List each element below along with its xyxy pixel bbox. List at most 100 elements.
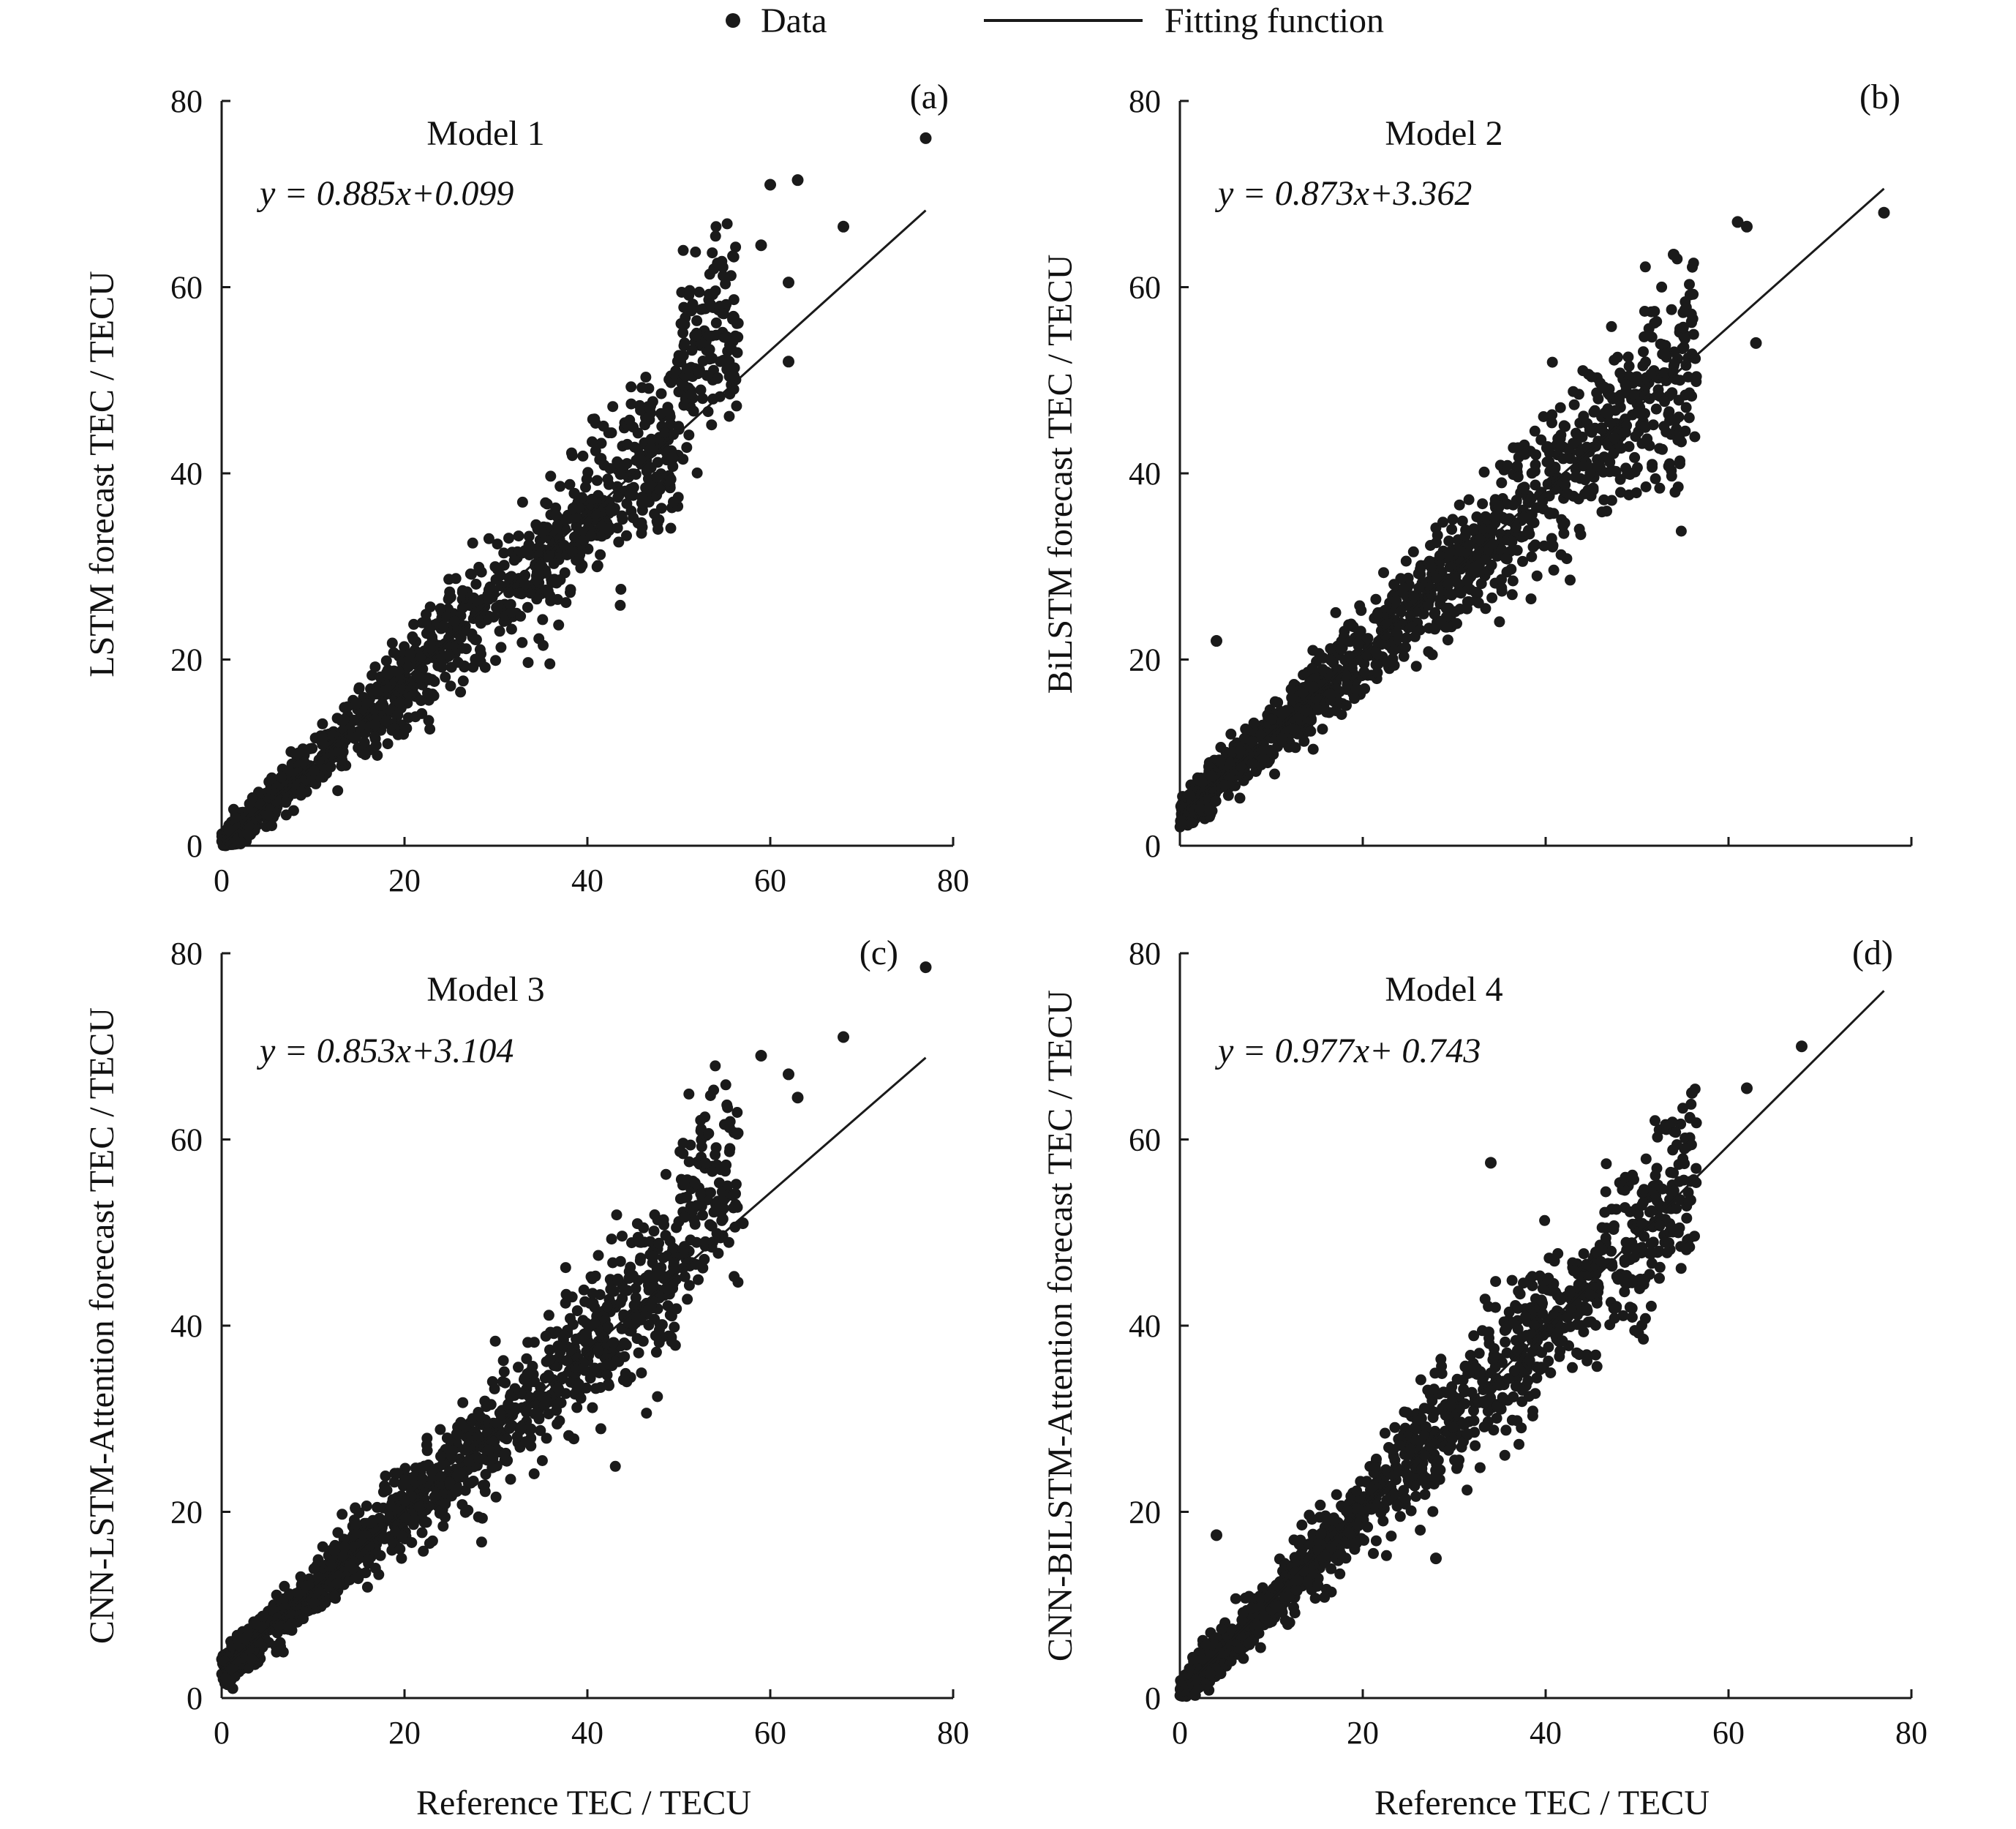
data-point: [1447, 514, 1459, 525]
data-point: [308, 765, 320, 777]
data-point: [1391, 595, 1402, 606]
data-point: [1478, 466, 1490, 478]
data-point: [1588, 406, 1600, 418]
data-point: [339, 702, 350, 713]
y-tick-label: 80: [170, 83, 203, 119]
data-point: [1400, 633, 1412, 645]
data-point: [362, 1553, 374, 1565]
data-point: [1542, 441, 1554, 452]
data-point: [669, 1321, 680, 1333]
data-point: [1306, 662, 1318, 674]
data-point: [1557, 453, 1569, 465]
y-tick-label: 60: [1129, 1122, 1161, 1158]
data-point: [644, 402, 655, 414]
data-point: [717, 308, 729, 319]
data-point: [1455, 587, 1467, 599]
data-point: [1388, 645, 1399, 656]
data-point: [1573, 493, 1584, 505]
data-point: [437, 620, 449, 632]
data-point: [552, 1340, 564, 1352]
panel-tag: (c): [860, 934, 898, 972]
data-point: [578, 1333, 590, 1345]
data-point: [1211, 635, 1222, 647]
data-point: [1307, 743, 1319, 755]
data-point: [685, 388, 697, 400]
data-point: [274, 1637, 286, 1648]
fit-line: [220, 209, 927, 846]
data-point: [1516, 482, 1528, 494]
data-point: [655, 388, 667, 399]
data-point: [1415, 1374, 1426, 1386]
data-point: [350, 1503, 361, 1514]
data-point: [1472, 597, 1484, 609]
data-point: [380, 655, 392, 666]
data-point: [666, 1336, 677, 1348]
data-point: [230, 812, 241, 823]
data-point: [1276, 732, 1287, 744]
data-point: [1565, 574, 1576, 586]
data-point: [712, 372, 723, 383]
data-point: [1234, 792, 1246, 804]
data-point: [1606, 320, 1617, 332]
data-point: [1459, 1360, 1471, 1372]
data-point: [715, 356, 726, 367]
data-point: [645, 433, 657, 445]
data-point: [223, 825, 235, 836]
data-point: [1410, 661, 1422, 672]
data-point: [536, 1455, 548, 1466]
data-point: [1638, 346, 1649, 358]
data-point: [513, 530, 524, 542]
data-point: [732, 1277, 744, 1288]
data-point: [422, 687, 433, 699]
data-point: [1418, 608, 1429, 620]
data-point: [624, 414, 636, 426]
data-point: [648, 1272, 660, 1284]
data-point: [1640, 356, 1652, 368]
data-point: [1463, 494, 1475, 506]
data-point: [723, 410, 735, 422]
data-point: [710, 230, 721, 242]
data-point: [565, 587, 576, 598]
data-point: [449, 615, 461, 627]
data-point: [1645, 368, 1657, 380]
data-point: [581, 473, 593, 485]
data-point: [684, 285, 696, 296]
data-point: [1496, 585, 1508, 597]
data-point: [1325, 654, 1336, 666]
data-point: [577, 450, 589, 462]
data-point: [703, 1127, 715, 1139]
data-point: [690, 247, 702, 258]
x-tick-label: 0: [214, 1715, 230, 1751]
data-point: [1578, 1248, 1590, 1260]
data-point: [457, 1397, 469, 1408]
data-point: [1496, 477, 1508, 489]
data-point: [1314, 1499, 1326, 1511]
data-point: [333, 736, 344, 748]
data-point: [1548, 564, 1560, 576]
data-point: [682, 1293, 693, 1305]
data-point: [392, 729, 404, 740]
data-point: [617, 1231, 628, 1242]
data-point: [1659, 348, 1671, 360]
data-point: [1687, 261, 1698, 273]
data-point: [1674, 432, 1685, 444]
data-point: [270, 788, 282, 800]
data-point: [1508, 442, 1519, 454]
y-tick-label: 0: [1145, 1680, 1161, 1716]
data-point: [653, 1237, 665, 1249]
data-point: [636, 382, 648, 394]
legend-data-marker: [726, 13, 740, 28]
data-point: [1592, 460, 1603, 472]
data-point: [1372, 667, 1383, 678]
data-point: [704, 1090, 716, 1101]
data-point: [665, 522, 677, 534]
data-point: [494, 1407, 505, 1419]
data-point: [498, 547, 510, 559]
data-point: [332, 785, 344, 797]
data-point: [706, 1220, 718, 1232]
data-point: [1539, 1214, 1551, 1226]
data-point: [1317, 724, 1328, 735]
data-point: [500, 1377, 511, 1389]
x-tick-label: 0: [1172, 1715, 1188, 1751]
data-point: [280, 797, 292, 808]
